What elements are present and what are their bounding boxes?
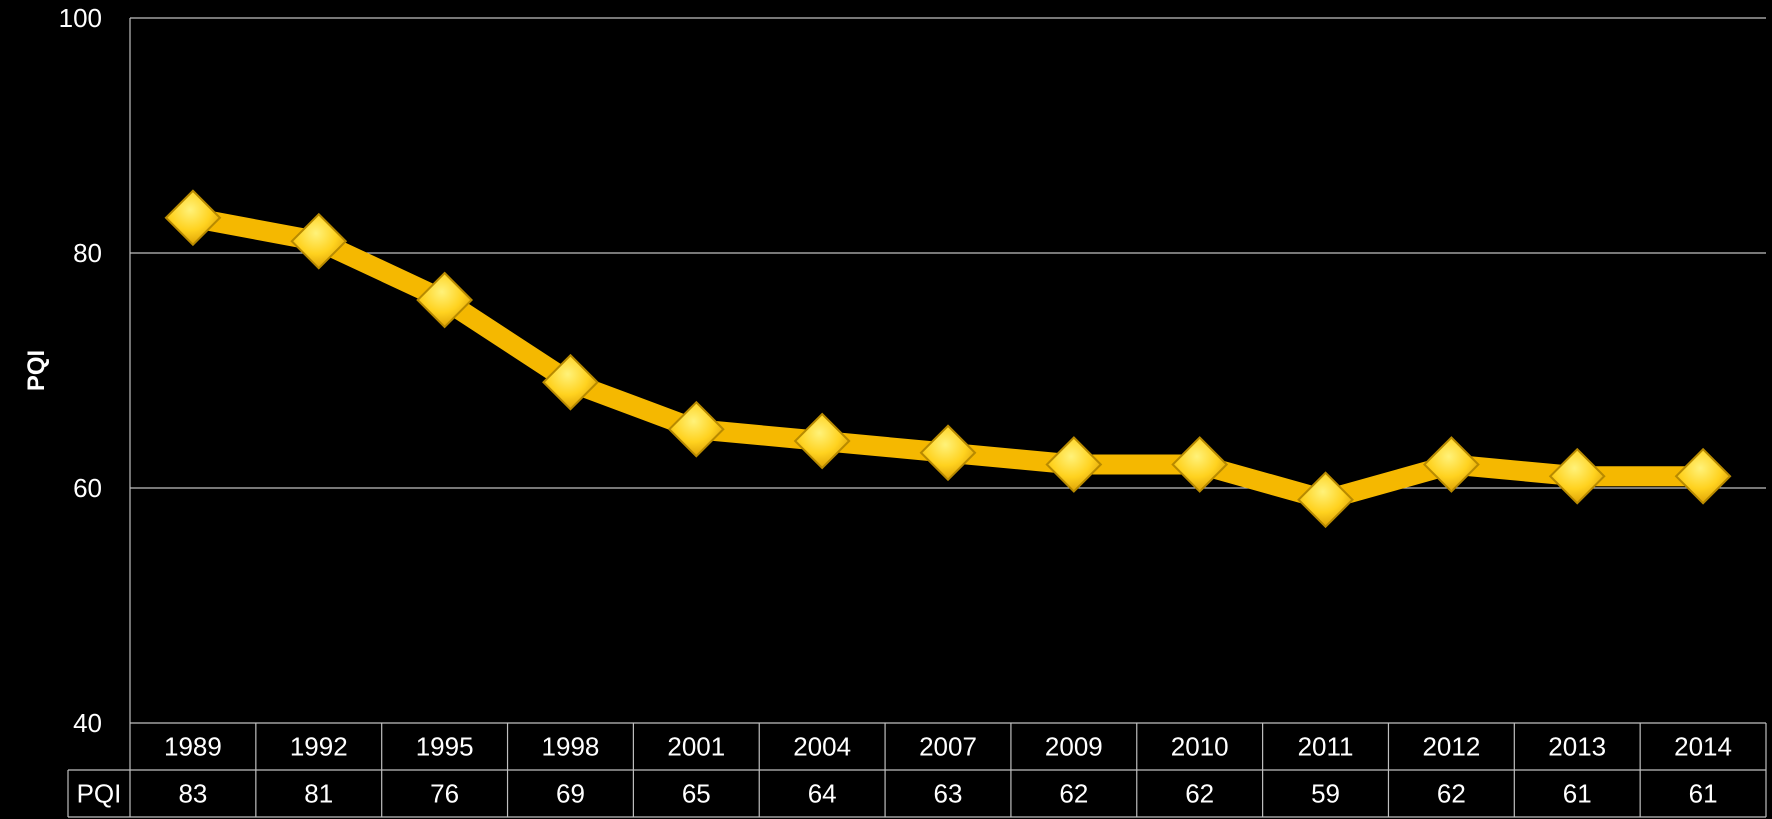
x-tick-label: 1989 (164, 732, 222, 762)
x-tick-label: 2001 (667, 732, 725, 762)
data-point (416, 271, 474, 329)
axis-layer: 40 60 80 100 PQI (23, 3, 131, 738)
data-point (290, 212, 348, 270)
data-point (1171, 436, 1229, 493)
data-label: 81 (304, 779, 333, 809)
data-label: 62 (1185, 779, 1214, 809)
x-tick-label: 2010 (1171, 732, 1229, 762)
data-label: 69 (556, 779, 585, 809)
x-tick-label: 2014 (1674, 732, 1732, 762)
data-point (1548, 447, 1606, 505)
data-point (1297, 471, 1354, 529)
y-axis-title: PQI (23, 350, 50, 391)
data-point (667, 400, 725, 458)
x-tick-label: 1998 (542, 732, 600, 762)
data-point (1674, 447, 1732, 505)
table-series-name: PQI (77, 779, 122, 809)
data-point (542, 353, 599, 411)
data-label: 59 (1311, 779, 1340, 809)
data-point (1422, 436, 1480, 493)
data-point (793, 412, 851, 470)
data-table: 1989 1992 1995 1998 2001 2004 2007 2009 2010 2011… (67, 722, 1767, 818)
data-label: 61 (1563, 779, 1592, 809)
data-point (919, 424, 977, 482)
x-tick-label: 2011 (1298, 732, 1354, 762)
data-label: 65 (682, 779, 711, 809)
x-tick-label: 1992 (290, 732, 348, 762)
data-label: 63 (934, 779, 963, 809)
grid-layer (130, 17, 1766, 489)
y-tick-label: 60 (73, 473, 102, 503)
y-tick-label: 100 (59, 3, 102, 33)
data-label: 64 (808, 779, 837, 809)
data-label: 83 (178, 779, 207, 809)
x-tick-label: 1995 (416, 732, 474, 762)
x-tick-label: 2013 (1548, 732, 1606, 762)
y-tick-label: 80 (73, 238, 102, 268)
x-tick-label: 2012 (1422, 732, 1480, 762)
x-tick-label: 2009 (1045, 732, 1103, 762)
data-label: 76 (430, 779, 459, 809)
data-point (1045, 436, 1103, 493)
data-point (164, 189, 222, 247)
data-label: 62 (1059, 779, 1088, 809)
y-tick-label: 40 (73, 708, 102, 738)
data-label: 62 (1437, 779, 1466, 809)
marker-layer (164, 189, 1732, 529)
x-tick-label: 2007 (919, 732, 977, 762)
data-label: 61 (1689, 779, 1718, 809)
x-tick-label: 2004 (793, 732, 851, 762)
